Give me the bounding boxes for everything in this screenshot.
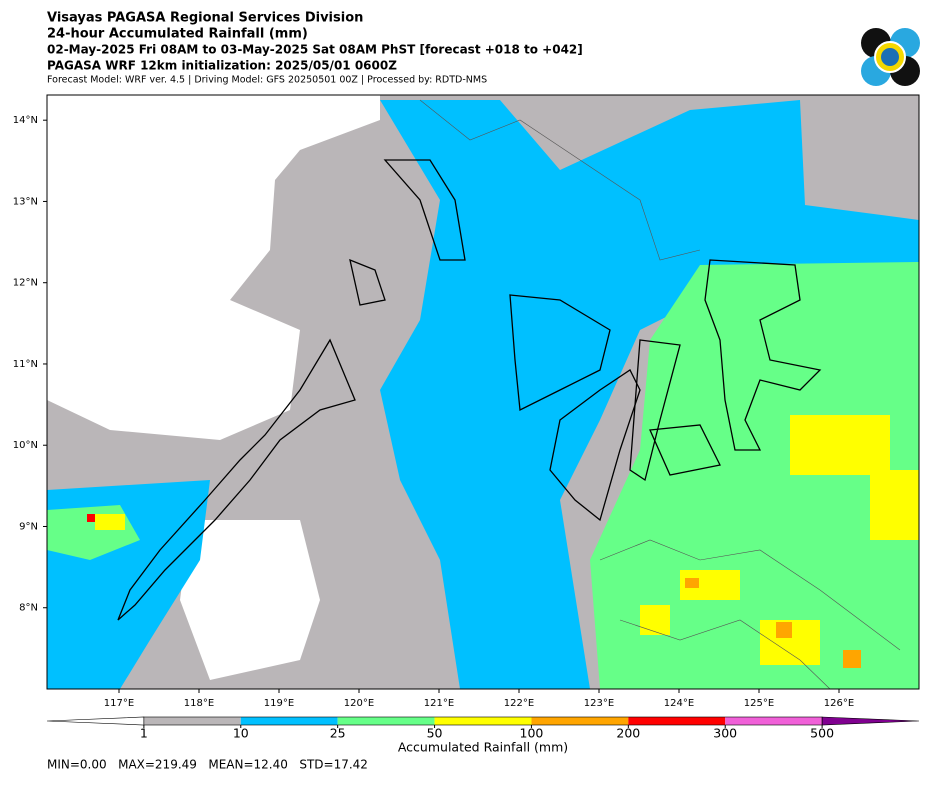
map-frame bbox=[46, 94, 920, 690]
borders bbox=[419, 99, 901, 690]
colorbar-tick-label: 1 bbox=[140, 726, 148, 741]
x-tick-label: 121°E bbox=[424, 698, 454, 709]
y-tick-label: 10°N bbox=[13, 440, 38, 451]
field-green bbox=[590, 262, 919, 689]
x-tick-label: 118°E bbox=[184, 698, 214, 709]
colorbar-over bbox=[821, 716, 920, 726]
colorbar-frame bbox=[143, 716, 823, 726]
colorbar-segment bbox=[531, 717, 629, 725]
colorbar-tick-label: 500 bbox=[810, 726, 834, 741]
colorbar-segment bbox=[628, 717, 726, 725]
y-tick-label: 13°N bbox=[13, 196, 38, 207]
field-orange bbox=[685, 578, 699, 588]
x-tick-label: 122°E bbox=[504, 698, 534, 709]
coastline-negros bbox=[549, 369, 641, 522]
colorbar-tick-label: 25 bbox=[330, 726, 346, 741]
colorbar-tick-label: 300 bbox=[713, 726, 737, 741]
x-tick-label: 120°E bbox=[344, 698, 374, 709]
colorbar-tick-label: 10 bbox=[233, 726, 249, 741]
field-white bbox=[47, 95, 380, 440]
stats: MIN=0.00 MAX=219.49 MEAN=12.40 STD=17.42 bbox=[47, 758, 368, 772]
coastline-panay bbox=[509, 294, 611, 412]
y-tick-label: 9°N bbox=[19, 521, 38, 532]
field-white bbox=[180, 520, 320, 680]
x-tick-label: 123°E bbox=[584, 698, 614, 709]
subtitle: 24-hour Accumulated Rainfall (mm) bbox=[47, 27, 308, 42]
x-tick-label: 117°E bbox=[104, 698, 134, 709]
logo bbox=[861, 28, 920, 86]
coastlines bbox=[117, 159, 822, 621]
x-tick-label: 124°E bbox=[664, 698, 694, 709]
colorbar-segment bbox=[143, 717, 241, 725]
colorbar-tick-label: 200 bbox=[616, 726, 640, 741]
border bbox=[419, 99, 701, 261]
init-line: PAGASA WRF 12km initialization: 2025/05/… bbox=[47, 59, 397, 73]
x-tick-label: 126°E bbox=[824, 698, 854, 709]
colorbar-segment bbox=[725, 717, 823, 725]
colorbar-tick-label: 100 bbox=[520, 726, 544, 741]
border bbox=[599, 539, 901, 651]
field-blue bbox=[380, 100, 919, 689]
field-red bbox=[87, 514, 95, 522]
coastline-bohol bbox=[649, 424, 721, 476]
field-orange bbox=[776, 622, 792, 638]
field-yellow bbox=[640, 605, 670, 635]
coastline-cebu bbox=[629, 339, 681, 482]
colorbar-segment bbox=[240, 717, 338, 725]
x-tick-label: 125°E bbox=[744, 698, 774, 709]
map-field bbox=[47, 95, 919, 689]
y-tick-label: 12°N bbox=[13, 278, 38, 289]
y-tick-label: 14°N bbox=[13, 115, 38, 126]
model-line: Forecast Model: WRF ver. 4.5 | Driving M… bbox=[47, 75, 487, 86]
axes: 117°E 118°E 119°E 120°E 121°E 122°E 123°E 124°E… bbox=[13, 115, 854, 709]
x-tick-label: 119°E bbox=[264, 698, 294, 709]
coastline-calamian bbox=[349, 258, 386, 306]
colorbar-tick-label: 50 bbox=[427, 726, 443, 741]
colorbar-segment bbox=[337, 717, 435, 725]
period: 02-May-2025 Fri 08AM to 03-May-2025 Sat … bbox=[47, 43, 583, 57]
colorbar-label: Accumulated Rainfall (mm) bbox=[398, 740, 568, 755]
colorbar-under bbox=[46, 716, 145, 726]
title: Visayas PAGASA Regional Services Divisio… bbox=[47, 11, 363, 26]
field-orange bbox=[843, 650, 861, 668]
field-yellow bbox=[95, 514, 125, 530]
field-yellow bbox=[790, 415, 890, 475]
coastline-mindoro bbox=[383, 159, 466, 261]
field-yellow bbox=[870, 470, 919, 540]
coastline-palawan bbox=[117, 338, 356, 621]
colorbar-segment bbox=[434, 717, 532, 725]
colorbar: 1 10 25 50 100 200 300 500 bbox=[46, 716, 920, 741]
logo-part bbox=[881, 48, 899, 66]
y-tick-label: 8°N bbox=[19, 603, 38, 614]
border bbox=[619, 619, 831, 690]
coastline-samar-leyte bbox=[704, 259, 822, 451]
y-tick-label: 11°N bbox=[13, 359, 38, 370]
